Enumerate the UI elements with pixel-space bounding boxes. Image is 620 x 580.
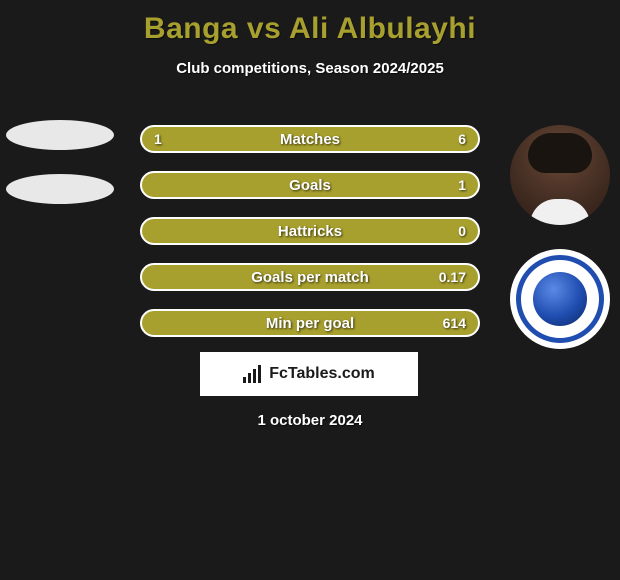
left-player-column xyxy=(6,120,114,228)
comparison-date: 1 october 2024 xyxy=(0,412,620,429)
brand-label: FcTables.com xyxy=(269,365,375,383)
stat-row: Hattricks 0 xyxy=(140,217,480,245)
right-player-column xyxy=(510,125,610,349)
comparison-title: Banga vs Ali Albulayhi xyxy=(0,0,620,46)
left-club-avatar-placeholder xyxy=(6,174,114,204)
stats-bars: 1 Matches 6 Goals 1 Hattricks 0 Goals pe… xyxy=(140,125,480,355)
left-player-avatar-placeholder xyxy=(6,120,114,150)
club-badge-ball-icon xyxy=(533,272,587,326)
club-badge-ring xyxy=(516,255,604,343)
stat-label: Min per goal xyxy=(266,315,354,332)
stat-row: Goals per match 0.17 xyxy=(140,263,480,291)
stat-right-value: 1 xyxy=(458,177,466,193)
right-player-avatar xyxy=(510,125,610,225)
stat-left-value: 1 xyxy=(154,131,162,147)
stat-right-value: 6 xyxy=(458,131,466,147)
brand-attribution[interactable]: FcTables.com xyxy=(200,352,418,396)
stat-label: Goals xyxy=(289,177,331,194)
right-club-badge xyxy=(510,249,610,349)
stat-row: Min per goal 614 xyxy=(140,309,480,337)
stat-right-value: 0 xyxy=(458,223,466,239)
stat-row: Goals 1 xyxy=(140,171,480,199)
stat-row: 1 Matches 6 xyxy=(140,125,480,153)
stat-label: Matches xyxy=(280,131,340,148)
stat-label: Hattricks xyxy=(278,223,342,240)
stat-label: Goals per match xyxy=(251,269,369,286)
stat-right-value: 614 xyxy=(443,315,466,331)
comparison-subtitle: Club competitions, Season 2024/2025 xyxy=(0,60,620,77)
bar-chart-icon xyxy=(243,365,263,383)
stat-right-value: 0.17 xyxy=(439,269,466,285)
